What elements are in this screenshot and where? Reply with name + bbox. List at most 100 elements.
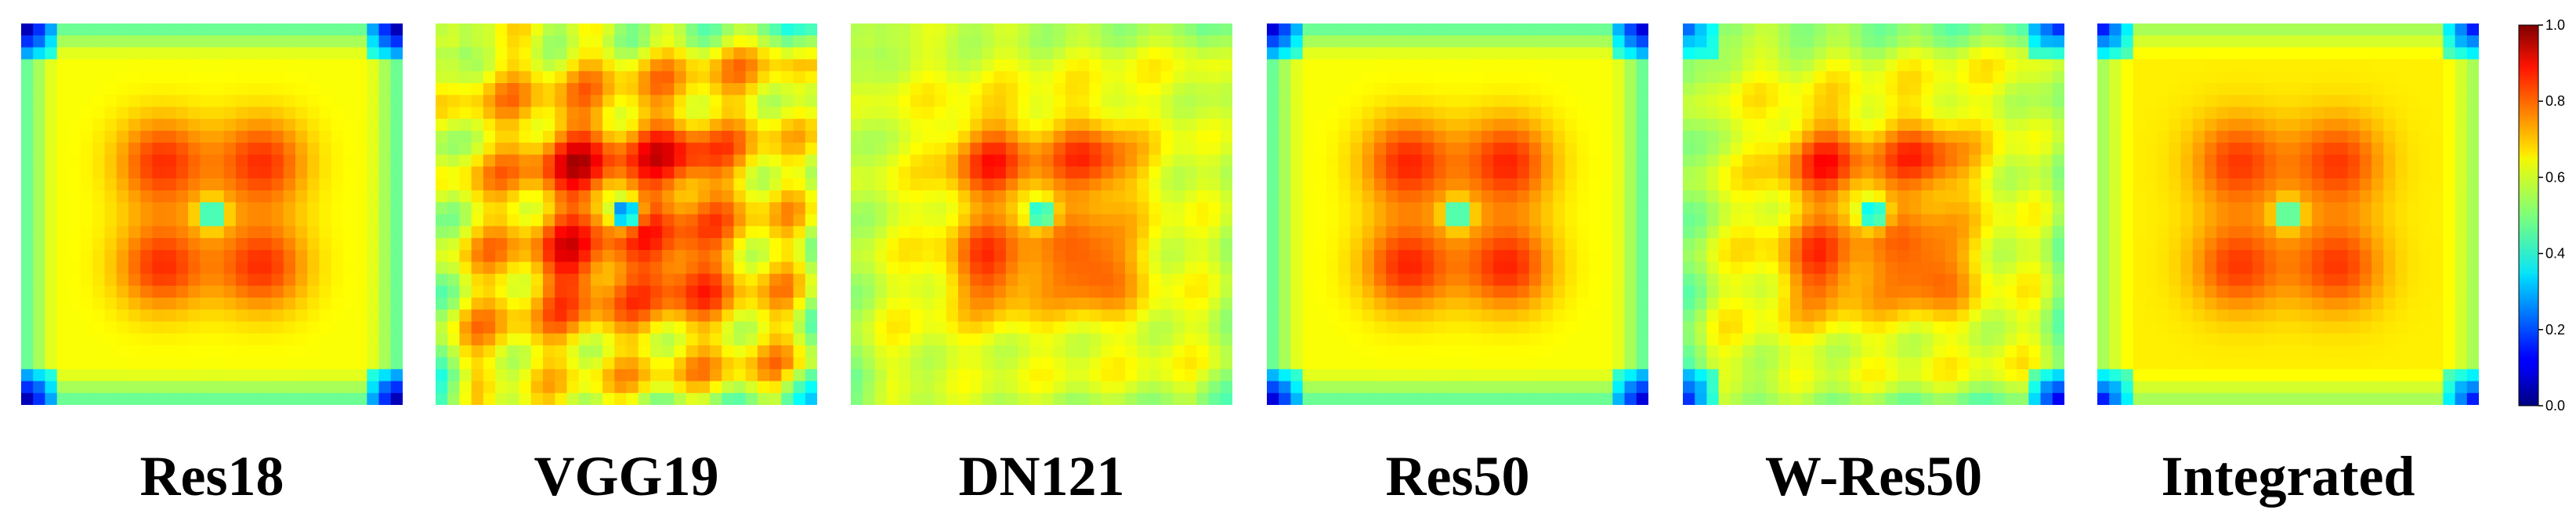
heatmap-cell bbox=[555, 250, 568, 262]
heatmap-cell bbox=[638, 83, 651, 96]
heatmap-cell bbox=[1624, 357, 1637, 370]
heatmap-cell bbox=[1992, 298, 2006, 310]
heatmap-cell bbox=[1909, 298, 1922, 310]
heatmap-cell bbox=[1718, 273, 1731, 287]
heatmap-cell bbox=[1969, 226, 1982, 239]
heatmap-cell bbox=[1981, 83, 1994, 96]
heatmap-cell bbox=[1338, 23, 1351, 36]
heatmap-cell bbox=[92, 381, 106, 394]
heatmap-cell bbox=[1802, 226, 1815, 239]
heatmap-cell bbox=[578, 70, 592, 84]
heatmap-cell bbox=[898, 369, 911, 382]
heatmap-cell bbox=[1469, 250, 1482, 262]
heatmap-cell bbox=[805, 237, 817, 251]
heatmap-cell bbox=[733, 83, 747, 96]
heatmap-cell bbox=[33, 202, 46, 215]
heatmap-cell bbox=[1053, 35, 1066, 49]
heatmap-cell bbox=[152, 143, 165, 156]
heatmap-cell bbox=[116, 250, 129, 262]
heatmap-cell bbox=[1481, 83, 1494, 96]
heatmap-cell bbox=[1457, 381, 1471, 394]
heatmap-cell bbox=[898, 309, 911, 323]
heatmap-cell bbox=[934, 47, 947, 60]
heatmap-cell bbox=[1588, 202, 1601, 215]
heatmap-cell bbox=[519, 237, 532, 251]
heatmap-cell bbox=[116, 143, 129, 156]
heatmap-cell bbox=[1208, 321, 1221, 334]
heatmap-cell bbox=[271, 47, 284, 60]
heatmap-cell bbox=[1885, 285, 1898, 298]
heatmap-cell bbox=[283, 392, 296, 405]
heatmap-cell bbox=[271, 95, 284, 108]
heatmap-cell bbox=[602, 154, 615, 168]
heatmap-cell bbox=[1802, 154, 1815, 168]
heatmap-cell bbox=[781, 107, 794, 120]
heatmap-cell bbox=[1029, 166, 1043, 179]
heatmap-cell bbox=[378, 273, 392, 287]
heatmap-cell bbox=[56, 35, 70, 49]
heatmap-cell bbox=[1588, 35, 1601, 49]
heatmap-cell bbox=[638, 95, 651, 108]
heatmap-cell bbox=[686, 381, 699, 394]
heatmap-cell bbox=[1565, 190, 1578, 203]
heatmap-cell bbox=[1814, 285, 1827, 298]
heatmap-cell bbox=[793, 83, 806, 96]
heatmap-cell bbox=[957, 190, 971, 203]
heatmap-cell bbox=[590, 35, 603, 49]
heatmap-cell bbox=[175, 190, 189, 203]
heatmap-cell bbox=[1398, 369, 1411, 382]
heatmap-cell bbox=[1005, 154, 1018, 168]
heatmap-cell bbox=[1861, 214, 1875, 227]
heatmap-cell bbox=[1529, 250, 1542, 262]
heatmap-cell bbox=[1945, 298, 1958, 310]
heatmap-cell bbox=[2017, 35, 2029, 49]
heatmap-cell bbox=[1541, 357, 1554, 370]
heatmap-cell bbox=[367, 107, 380, 120]
heatmap-cell bbox=[116, 345, 129, 358]
heatmap-cell bbox=[851, 381, 863, 394]
heatmap-cell bbox=[1445, 298, 1459, 310]
heatmap-cell bbox=[223, 345, 237, 358]
heatmap-cell bbox=[722, 107, 735, 120]
heatmap-cell bbox=[1445, 202, 1459, 215]
heatmap-cell bbox=[649, 178, 663, 191]
heatmap-cell bbox=[104, 298, 118, 310]
heatmap-cell bbox=[295, 369, 308, 382]
heatmap-cell bbox=[1160, 381, 1174, 394]
heatmap-cell bbox=[1434, 321, 1446, 334]
heatmap-cell bbox=[1553, 298, 1566, 310]
heatmap-cell bbox=[1338, 35, 1351, 49]
heatmap-cell bbox=[578, 357, 592, 370]
heatmap-cell bbox=[319, 345, 332, 358]
heatmap-cell bbox=[33, 381, 46, 394]
heatmap-cell bbox=[1981, 309, 1994, 323]
heatmap-cell bbox=[946, 262, 959, 275]
heatmap-cell bbox=[2052, 190, 2064, 203]
heatmap-cell bbox=[259, 23, 273, 36]
heatmap-cell bbox=[283, 190, 296, 203]
heatmap-cell bbox=[2017, 59, 2029, 72]
heatmap-cell bbox=[1493, 214, 1506, 227]
heatmap-cell bbox=[1576, 309, 1590, 323]
heatmap-cell bbox=[745, 226, 758, 239]
heatmap-cell bbox=[68, 59, 81, 72]
heatmap-cell bbox=[164, 321, 177, 334]
heatmap-cell bbox=[1873, 107, 1887, 120]
heatmap-cell bbox=[45, 357, 58, 370]
heatmap-cell bbox=[614, 202, 628, 215]
heatmap-cell bbox=[175, 321, 189, 334]
heatmap-cell bbox=[1113, 107, 1126, 120]
heatmap-cell bbox=[235, 154, 248, 168]
heatmap-cell bbox=[1921, 118, 1934, 132]
heatmap-cell bbox=[1409, 154, 1423, 168]
heatmap-cell bbox=[793, 107, 806, 120]
heatmap-cell bbox=[248, 357, 260, 370]
heatmap-cell bbox=[530, 118, 544, 132]
heatmap-cell bbox=[1457, 298, 1471, 310]
heatmap-cell bbox=[1636, 118, 1648, 132]
heatmap-cell bbox=[1814, 202, 1827, 215]
heatmap-cell bbox=[1493, 262, 1506, 275]
heatmap-cell bbox=[1754, 23, 1767, 36]
heatmap-cell bbox=[1220, 250, 1232, 262]
heatmap-cell bbox=[1125, 298, 1138, 310]
